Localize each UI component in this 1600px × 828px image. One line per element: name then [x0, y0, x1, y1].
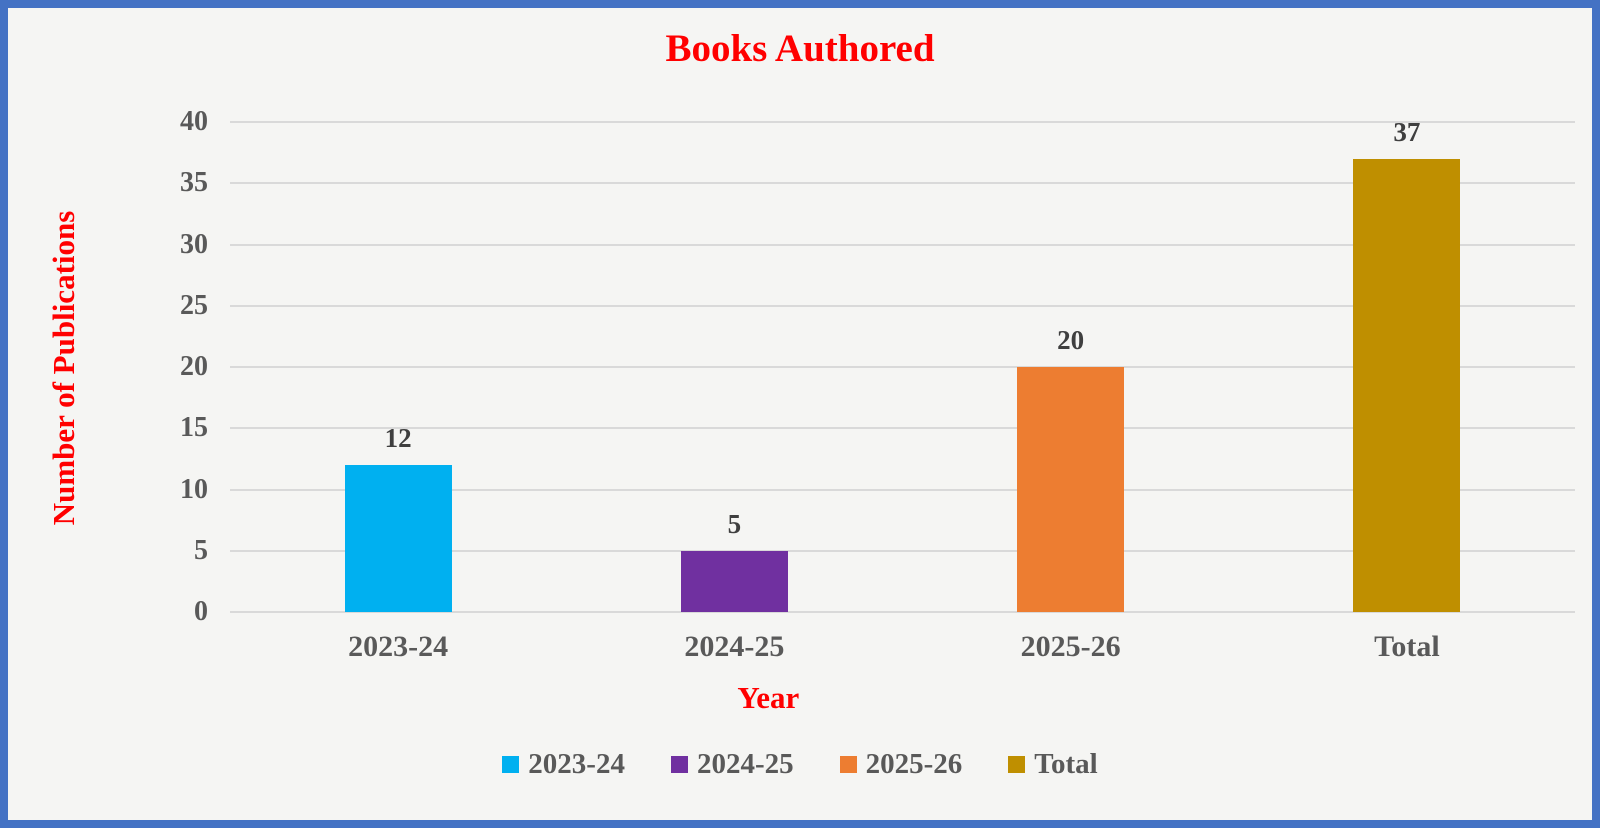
- y-axis-title: Number of Publications: [46, 210, 81, 526]
- y-axis-tick-label: 30: [180, 228, 208, 260]
- bar-2023-24: [344, 465, 452, 612]
- legend-swatch-icon: [502, 756, 520, 773]
- bar-value-label: 37: [1393, 116, 1421, 147]
- plot-area: 0 5 10 15 20 25 30 35 40 12 2023-24 5 2024-25 20 2025-…: [180, 108, 1575, 663]
- legend-swatch-icon: [839, 756, 857, 773]
- bar-Total: [1353, 158, 1461, 612]
- legend-swatch-icon: [1008, 756, 1026, 773]
- gridline: [230, 121, 1575, 123]
- legend-item: 2024-25: [670, 748, 794, 780]
- legend-label: 2025-26: [865, 748, 963, 780]
- y-axis-tick-label: 25: [180, 289, 208, 321]
- legend-label: 2024-25: [696, 748, 794, 780]
- x-axis-tick-label: 2023-24: [348, 630, 449, 663]
- bar-value-label: 5: [727, 508, 742, 539]
- legend-label: 2023-24: [528, 748, 625, 780]
- legend-item: Total: [1008, 748, 1098, 780]
- chart-title: Books Authored: [665, 27, 935, 70]
- gridline: [230, 488, 1575, 491]
- gridline: [230, 304, 1575, 307]
- y-axis-tick-label: 10: [180, 473, 208, 505]
- y-axis-tick-label: 40: [180, 106, 208, 137]
- legend-item: 2025-26: [839, 748, 963, 780]
- gridline: [230, 366, 1575, 368]
- legend: 2023-24 2024-25 2025-26 Total: [8, 750, 1592, 779]
- y-axis-tick-label: 35: [180, 167, 208, 199]
- legend-item: 2023-24: [502, 750, 625, 779]
- bar-2024-25: [680, 550, 788, 612]
- bar-2025-26: [1017, 367, 1125, 612]
- bar-value-label: 12: [384, 423, 412, 453]
- x-axis-tick-label: Total: [1374, 630, 1440, 663]
- legend-label: Total: [1034, 748, 1098, 780]
- gridline: [230, 427, 1575, 430]
- gridline: [230, 611, 1575, 613]
- x-axis-title: Year: [737, 680, 800, 715]
- gridline: [230, 243, 1575, 246]
- y-axis-tick-label: 15: [180, 412, 208, 444]
- y-axis-tick-label: 5: [194, 534, 208, 566]
- legend-swatch-icon: [670, 756, 688, 773]
- y-axis-tick-label: 0: [194, 596, 208, 627]
- y-axis-tick-label: 20: [180, 351, 208, 382]
- gridline: [230, 182, 1575, 185]
- bar-value-label: 20: [1057, 325, 1085, 355]
- x-axis-tick-label: 2024-25: [684, 630, 785, 663]
- x-axis-tick-label: 2025-26: [1020, 630, 1121, 663]
- gridline: [230, 549, 1575, 552]
